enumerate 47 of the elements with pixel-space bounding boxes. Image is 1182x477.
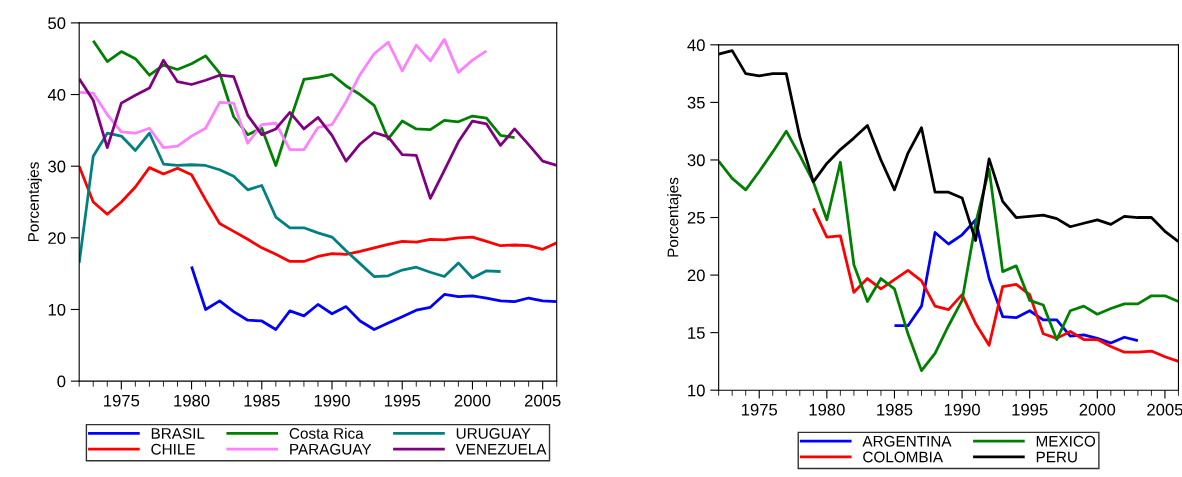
line-series [79, 58, 557, 200]
x-tick-label: 1975 [104, 394, 140, 407]
line-series [91, 39, 516, 167]
line-series [79, 164, 557, 263]
x-tick-label: 1995 [384, 394, 421, 407]
y-tick-label: 30 [687, 154, 705, 167]
legend-label: BRASIL [151, 428, 205, 439]
legend-label: COLOMBIA [863, 451, 944, 463]
x-tick-label: 1995 [1012, 403, 1048, 416]
legend-label: CHILE [151, 443, 195, 455]
legend-label: Costa Rica [289, 427, 364, 439]
x-tick-label: 2000 [1079, 403, 1116, 416]
x-tick-label: 1990 [314, 394, 350, 407]
legend-label: PARAGUAY [290, 443, 372, 455]
y-tick-label: 50 [48, 17, 66, 30]
x-tick-label: 1975 [741, 403, 778, 416]
x-tick-label: 1980 [809, 403, 845, 416]
y-tick-label: 40 [687, 39, 705, 52]
y-tick-label: 15 [688, 327, 705, 339]
legend-label: MEXICO [1036, 435, 1096, 447]
line-series [718, 129, 1179, 373]
y-axis-title: Porcentajes [27, 162, 42, 242]
x-tick-label: 1990 [944, 403, 980, 416]
y-tick-label: 20 [687, 269, 705, 282]
line-series [79, 131, 502, 280]
x-tick-label: 1985 [244, 394, 280, 407]
y-tick-label: 40 [47, 88, 66, 101]
y-tick-label: 10 [688, 384, 705, 397]
y-tick-label: 25 [687, 211, 705, 224]
y-tick-label: 30 [48, 160, 66, 173]
x-tick-label: 1985 [877, 403, 913, 416]
legend-label: URUGUAY [456, 428, 531, 439]
line-series [190, 265, 557, 331]
x-tick-label: 2005 [1147, 403, 1182, 416]
y-tick-label: 0 [57, 375, 66, 388]
line-series [811, 206, 1179, 363]
line-series [79, 37, 488, 152]
x-tick-label: 2005 [524, 394, 561, 407]
y-tick-label: 10 [48, 303, 66, 316]
y-tick-label: 20 [48, 232, 66, 245]
y-tick-label: 35 [687, 96, 705, 109]
x-tick-label: 2000 [454, 394, 491, 407]
x-tick-label: 1980 [174, 394, 210, 407]
legend-label: PERU [1036, 451, 1077, 463]
y-axis-title: Porcentajes [667, 177, 682, 257]
legend-label: VENEZUELA [455, 443, 547, 455]
legend-label: ARGENTINA [862, 435, 952, 447]
